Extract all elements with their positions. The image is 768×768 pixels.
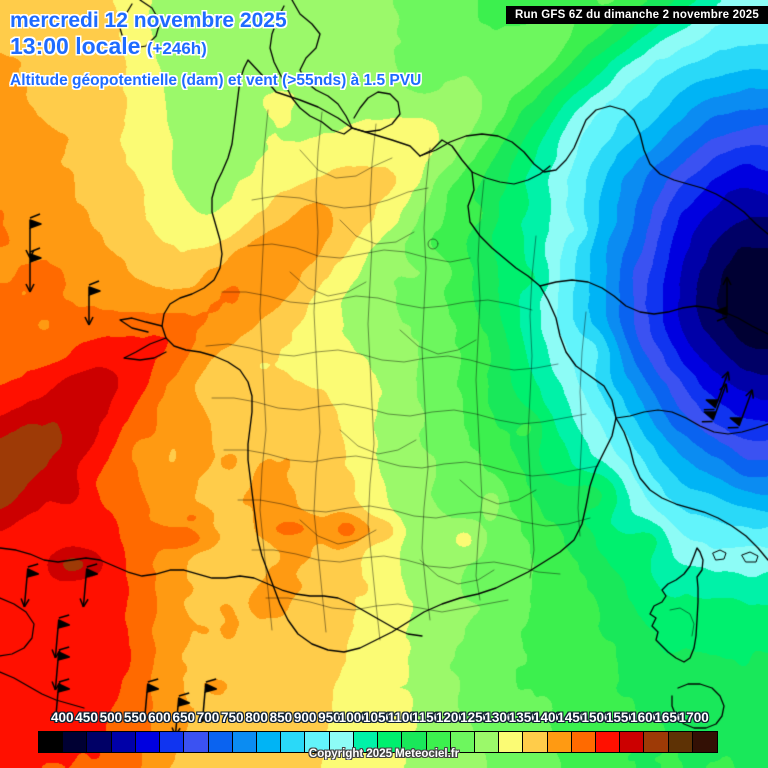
color-swatch: [620, 732, 645, 752]
color-swatch: [232, 732, 257, 752]
color-scale-tick: 1150: [411, 710, 442, 725]
color-swatch: [426, 732, 451, 752]
color-scale-tick: 1300: [484, 710, 515, 725]
color-swatch: [523, 732, 548, 752]
forecast-time-zone: locale: [75, 33, 141, 59]
color-scale-tick: 600: [148, 710, 171, 725]
forecast-date-label: mercredi 12 novembre 2025: [10, 9, 287, 32]
color-swatch: [450, 732, 475, 752]
color-scale-bar: [38, 731, 718, 753]
color-swatch: [378, 732, 403, 752]
color-scale-tick: 800: [245, 710, 268, 725]
color-scale-tick: 1050: [362, 710, 394, 725]
color-swatch: [644, 732, 669, 752]
color-swatch: [63, 732, 88, 752]
color-swatch: [596, 732, 621, 752]
color-swatch: [499, 732, 524, 752]
color-scale-tick: 1500: [581, 710, 612, 725]
copyright-label: Copyright 2025 Meteociel.fr: [308, 748, 460, 760]
color-scale-tick: 900: [293, 710, 317, 725]
color-scale-tick: 1200: [435, 710, 466, 725]
color-swatch: [281, 732, 306, 752]
color-scale-tick: 850: [269, 710, 293, 725]
color-scale-tick: 950: [318, 710, 341, 725]
forecast-time-value: 13:00: [10, 33, 69, 59]
color-scale-tick: 1000: [338, 710, 369, 725]
color-scale-tick: 650: [172, 710, 195, 725]
color-scale-tick: 1250: [460, 710, 491, 725]
color-swatch: [305, 732, 330, 752]
color-scale: 400 450 500 550 600 650 700 750 800 850 900 950 1000…: [0, 710, 768, 755]
color-scale-tick: 500: [99, 710, 123, 725]
color-swatch: [160, 732, 185, 752]
color-scale-tick: 1450: [557, 710, 588, 725]
parameter-title-label: Altitude géopotentielle (dam) et vent (>…: [10, 72, 422, 89]
color-swatch: [256, 732, 282, 752]
color-scale-tick: 1350: [508, 710, 539, 725]
color-scale-tick: 400: [51, 710, 74, 725]
color-scale-tick: 1700: [678, 710, 709, 725]
color-swatch: [571, 732, 597, 752]
color-swatch: [692, 732, 718, 752]
model-run-badge: Run GFS 6Z du dimanche 2 novembre 2025: [505, 6, 768, 24]
color-swatch: [111, 732, 136, 752]
color-scale-tick: 550: [123, 710, 147, 725]
color-swatch: [668, 732, 693, 752]
color-swatch: [208, 732, 233, 752]
color-swatch: [39, 732, 64, 752]
color-scale-tick: 1650: [654, 710, 685, 725]
color-scale-tick: 1600: [630, 710, 661, 725]
color-swatch: [135, 732, 161, 752]
color-scale-tick: 1100: [387, 710, 417, 725]
color-scale-tick: 1550: [605, 710, 636, 725]
forecast-range-label: (+246h): [146, 39, 207, 58]
color-scale-tick: 700: [196, 710, 220, 725]
color-swatch: [474, 732, 500, 752]
color-swatch: [402, 732, 427, 752]
color-swatch: [329, 732, 354, 752]
color-swatch: [184, 732, 209, 752]
color-swatch: [87, 732, 112, 752]
forecast-time-row: 13:00 locale (+246h): [10, 33, 207, 60]
color-swatch: [353, 732, 379, 752]
color-scale-tick: 750: [221, 710, 244, 725]
color-scale-tick: 1400: [532, 710, 564, 725]
color-scale-tick: 450: [75, 710, 98, 725]
color-scale-labels: 400 450 500 550 600 650 700 750 800 850 900 950 1000…: [0, 710, 768, 728]
color-swatch: [547, 732, 572, 752]
